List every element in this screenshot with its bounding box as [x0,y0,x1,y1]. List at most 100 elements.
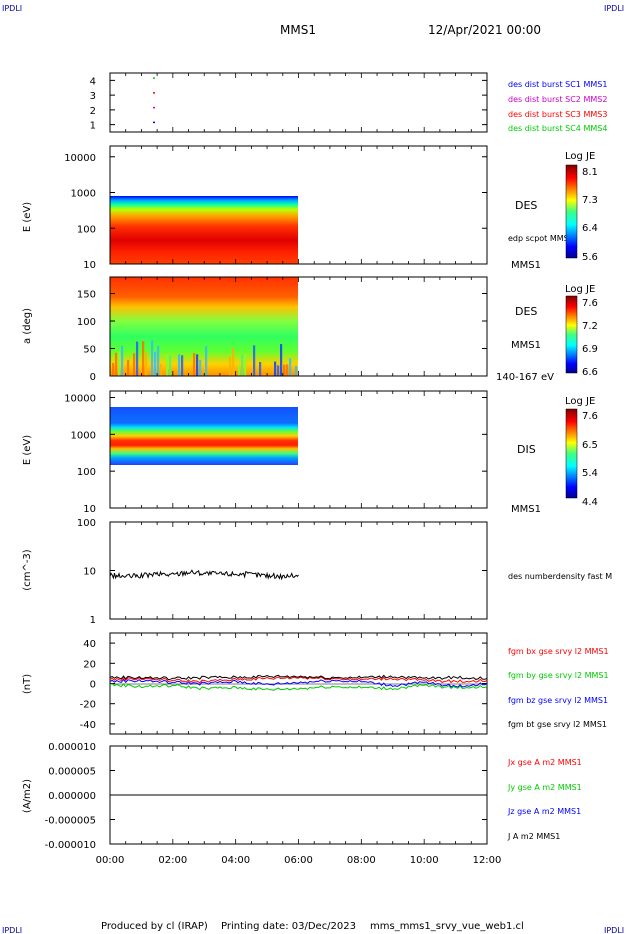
y-tick-label: 100 [77,467,96,478]
pitch-stripe [115,352,118,376]
des-energy-instrument: MMS1 [511,260,541,271]
pitch-stripe [154,351,157,376]
footer-printing-date: Printing date: 03/Dec/2023 [221,921,356,932]
y-tick-label: 150 [77,290,96,301]
des-energy-side-label: DES [515,199,537,212]
colorbar-tick: 4.4 [582,497,598,508]
y-tick-label: -0.000005 [45,816,96,827]
current-ylabel: (A/m2) [22,779,33,813]
colorbar-tick: 7.6 [582,411,598,422]
x-tick-label: 06:00 [284,855,313,866]
pitch-stripe [283,364,286,376]
colorbar-tick: 6.6 [582,367,598,378]
pitch-stripe [253,345,256,376]
pitch-stripe [277,365,280,376]
pitch-stripe [286,364,289,376]
corner-logo-bottom-right: IPDLI [604,926,624,934]
y-tick-label: 1000 [71,430,96,441]
colorbar-tick: 6.4 [582,223,598,234]
edp-scpot-label: edp scpot MMS1 [508,234,574,243]
pitch-stripe [274,361,277,376]
y-tick-label: 3 [90,91,96,102]
fgm-ylabel: (nT) [22,674,33,694]
pitch-stripe [133,353,136,376]
pitch-stripe [178,354,181,376]
des-pitch-spectrogram [110,277,298,376]
pitch-stripe [136,341,139,376]
current-legend-jy: Jy gse A m2 MMS1 [507,783,582,792]
pitch-stripe [121,345,124,376]
x-tick-label: 02:00 [158,855,187,866]
current-legend-j: J A m2 MMS1 [507,832,560,841]
pitch-stripe [157,345,160,376]
colorbar-title: Log JE [565,396,595,407]
burst-point [152,121,155,124]
dis-energy-instrument: MMS1 [511,504,541,515]
y-tick-label: 20 [83,659,96,670]
x-tick-label: 08:00 [347,855,376,866]
colorbar-tick: 5.4 [582,468,598,479]
y-tick-label: 4 [90,76,96,87]
pitch-stripe [244,354,247,376]
y-tick-label: 0.000000 [48,791,96,802]
density-ylabel: (cm^-3) [22,549,33,590]
y-tick-label: 0.000005 [48,767,96,778]
pitch-stripe [205,346,208,376]
pitch-stripe [259,361,262,376]
y-tick-label: -20 [80,700,96,711]
colorbar-tick: 6.9 [582,344,598,355]
y-tick-label: 10000 [64,153,96,164]
y-tick-label: 100 [77,224,96,235]
burst-point [152,106,155,109]
pitch-stripe [289,358,292,376]
y-tick-label: 0 [90,372,96,383]
panel-des-energy [109,145,488,265]
current-legend-jz: Jz gse A m2 MMS1 [507,807,581,816]
panel-des-pitch [109,276,488,377]
colorbar-dis-energy: Log JE 7.6 6.5 5.4 4.4 [565,396,598,508]
pitch-stripe [295,365,298,376]
y-tick-label: -0.000010 [45,840,96,851]
x-tick-label: 00:00 [96,855,125,866]
colorbar-tick: 5.6 [582,252,598,263]
pitch-stripe [112,362,115,376]
des-pitch-energy-range: 140-167 eV [496,372,554,383]
fgm-legend-bz: fgm bz gse srvy l2 MMS1 [508,696,608,705]
y-tick-label: 1 [90,615,96,626]
pitch-stripe [232,348,235,376]
corner-logo-top-left: IPDLI [2,4,22,13]
pitch-stripe [127,359,130,376]
pitch-stripe [199,359,202,376]
colorbar-tick: 7.2 [582,321,598,332]
y-tick-label: 100 [77,317,96,328]
pitch-stripe [145,351,148,376]
des-energy-ylabel: E (eV) [22,202,33,232]
pitch-stripe [241,354,244,376]
dis-energy-ylabel: E (eV) [22,435,33,465]
dis-energy-side-label: DIS [517,443,536,456]
series-line [109,678,488,688]
y-tick-label: 10000 [64,393,96,404]
y-tick-label: 1000 [71,189,96,200]
pitch-stripe [169,355,172,376]
y-tick-label: 40 [83,639,96,650]
burst-legend-1: des dist burst SC1 MMS1 [508,80,607,89]
series-line [109,674,488,681]
mission-title: MMS1 [280,23,316,37]
y-tick-label: 10 [83,567,96,578]
pitch-stripe [118,350,121,376]
corner-logo-top-right: IPDLI [604,4,624,13]
burst-point [152,77,155,79]
burst-legend-4: des dist burst SC4 MMS4 [508,124,607,133]
footer-filename: mms_mms1_srvy_vue_web1.cl [370,921,524,932]
x-tick-label: 04:00 [221,855,250,866]
y-tick-label: 1 [90,121,96,132]
series-line [109,569,299,581]
current-legend-jx: Jx gse A m2 MMS1 [507,758,582,767]
footer-produced-by: Produced by cl (IRAP) [101,921,208,932]
fgm-legend-bt: fgm bt gse srvy l2 MMS1 [508,720,607,729]
pitch-stripe [238,365,241,376]
pitch-stripe [193,353,196,376]
fgm-legend-by: fgm by gse srvy l2 MMS1 [508,671,609,680]
des-energy-spectrogram [110,196,298,264]
